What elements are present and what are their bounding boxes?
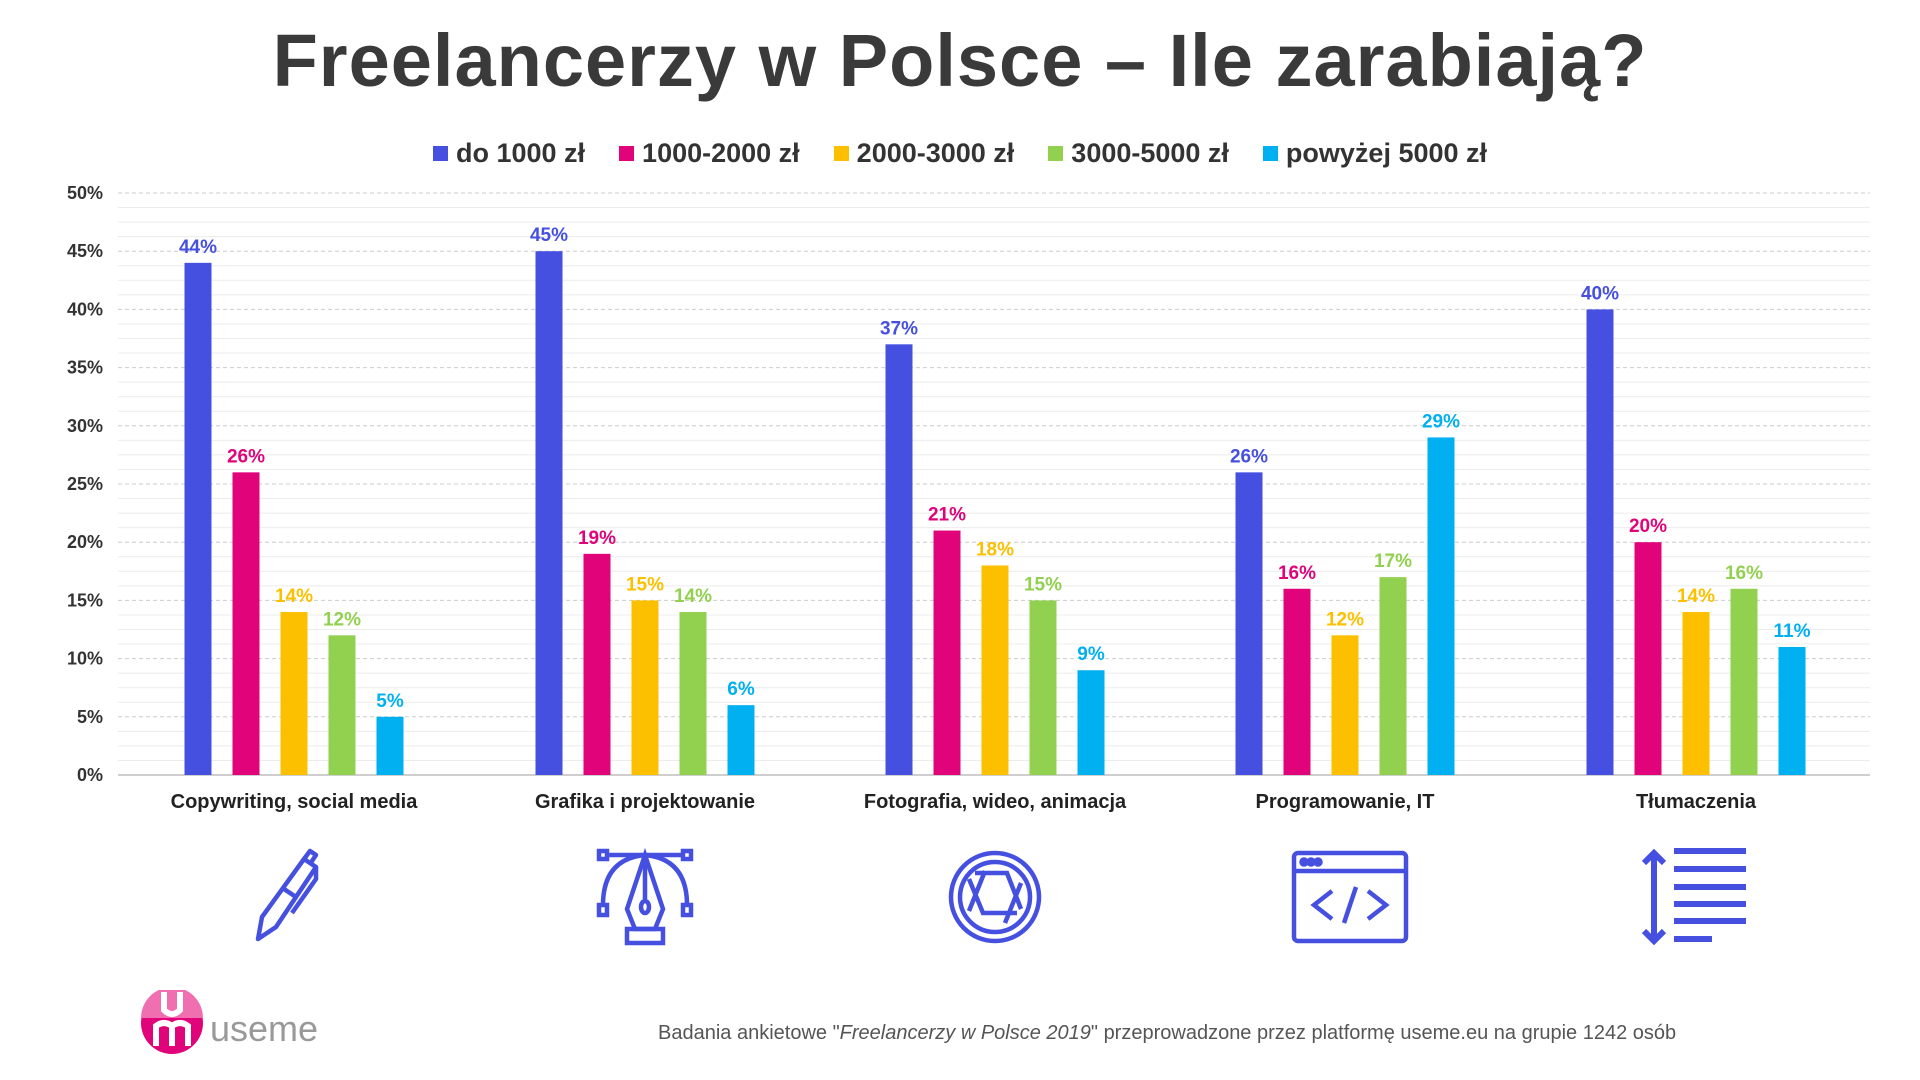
legend-swatch — [619, 146, 635, 161]
data-label: 14% — [275, 586, 313, 607]
bar — [1235, 472, 1263, 775]
data-label: 5% — [376, 691, 404, 712]
data-label: 9% — [1077, 644, 1105, 665]
data-label: 45% — [530, 225, 568, 246]
y-tick-label: 45% — [67, 241, 103, 261]
y-tick-label: 0% — [77, 765, 103, 785]
legend-item: 1000-2000 zł — [619, 138, 800, 169]
bar — [232, 472, 260, 775]
legend: do 1000 zł 1000-2000 zł 2000-3000 zł 3000-5… — [0, 138, 1920, 169]
data-label: 15% — [626, 574, 664, 595]
data-label: 18% — [976, 539, 1014, 560]
y-tick-label: 40% — [67, 299, 103, 319]
x-category-label: Programowanie, IT — [1256, 791, 1435, 813]
legend-item: 3000-5000 zł — [1048, 138, 1229, 169]
legend-swatch — [1262, 146, 1278, 161]
bar — [1730, 588, 1758, 775]
logo-text: useme — [210, 1008, 319, 1049]
source-prefix: Badania ankietowe " — [658, 1022, 840, 1044]
data-label: 12% — [1326, 609, 1364, 630]
bar — [933, 530, 961, 775]
bar — [679, 612, 707, 775]
bar — [1778, 646, 1806, 775]
legend-label: do 1000 zł — [455, 138, 586, 168]
bar — [583, 553, 611, 775]
bar — [631, 600, 659, 775]
legend-item: do 1000 zł — [432, 138, 586, 169]
bar — [1077, 670, 1105, 775]
data-label: 20% — [1629, 516, 1667, 537]
bar — [727, 705, 755, 775]
bar — [328, 635, 356, 775]
legend-label: 3000-5000 zł — [1071, 138, 1229, 168]
code-window-icon — [1291, 850, 1409, 944]
bar — [1283, 588, 1311, 775]
data-label: 26% — [1230, 446, 1268, 467]
y-tick-label: 20% — [67, 532, 103, 552]
bar — [1331, 635, 1359, 775]
data-label: 12% — [323, 609, 361, 630]
bar — [535, 251, 563, 775]
bar — [981, 565, 1009, 775]
legend-swatch — [432, 146, 448, 161]
data-label: 44% — [179, 237, 217, 258]
vector-pen-icon — [596, 847, 694, 946]
data-label: 19% — [578, 528, 616, 549]
data-label: 16% — [1278, 563, 1316, 584]
legend-swatch — [1048, 146, 1064, 161]
camera-aperture-icon — [948, 850, 1042, 944]
bar-chart: 0% 5% 10% 15% 20% 25% 30% 35% 40% 45% 50% Copywriti… — [67, 183, 1870, 813]
chart-title: Freelancerzy w Polsce – Ile zarabiają? — [272, 19, 1648, 102]
y-tick-label: 35% — [67, 358, 103, 378]
useme-logo — [141, 990, 203, 1054]
line-spacing-icon — [1641, 848, 1746, 946]
data-label: 21% — [928, 505, 966, 526]
x-category-label: Copywriting, social media — [171, 791, 419, 813]
bar — [376, 716, 404, 775]
data-label: 40% — [1581, 283, 1619, 304]
bar — [885, 344, 913, 775]
source-suffix: " przeprowadzone przez platformę useme.e… — [1090, 1022, 1677, 1044]
legend-item: 2000-3000 zł — [833, 138, 1015, 169]
bar — [1682, 612, 1710, 775]
bar — [1586, 309, 1614, 775]
data-label: 29% — [1422, 411, 1460, 432]
legend-label: 1000-2000 zł — [642, 138, 800, 168]
data-label: 26% — [227, 446, 265, 467]
bar — [1634, 542, 1662, 775]
y-tick-label: 5% — [77, 707, 103, 727]
bar — [1029, 600, 1057, 775]
legend-label: 2000-3000 zł — [856, 138, 1015, 168]
legend-label: powyżej 5000 zł — [1285, 138, 1488, 168]
data-label: 37% — [880, 318, 918, 339]
source-note: Badania ankietowe "Freelancerzy w Polsce… — [658, 1022, 1676, 1045]
x-category-label: Fotografia, wideo, animacja — [864, 791, 1127, 813]
data-label: 16% — [1725, 563, 1763, 584]
y-tick-label: 15% — [67, 590, 103, 610]
bar — [1427, 437, 1455, 775]
y-tick-label: 25% — [67, 474, 103, 494]
x-category-label: Grafika i projektowanie — [535, 791, 755, 813]
data-label: 15% — [1024, 574, 1062, 595]
bar — [1379, 577, 1407, 775]
y-tick-label: 50% — [67, 183, 103, 203]
bar — [280, 612, 308, 775]
data-label: 14% — [1677, 586, 1715, 607]
pen-icon — [255, 848, 319, 942]
data-label: 6% — [727, 679, 755, 700]
legend-swatch — [833, 146, 849, 161]
data-label: 11% — [1774, 621, 1811, 642]
x-category-label: Tłumaczenia — [1636, 791, 1757, 813]
data-label: 14% — [674, 586, 712, 607]
legend-item: powyżej 5000 zł — [1262, 138, 1488, 169]
y-tick-label: 10% — [67, 649, 103, 669]
bar — [184, 262, 212, 776]
data-label: 17% — [1374, 551, 1412, 572]
y-tick-label: 30% — [67, 416, 103, 436]
source-title: Freelancerzy w Polsce 2019 — [839, 1022, 1091, 1044]
